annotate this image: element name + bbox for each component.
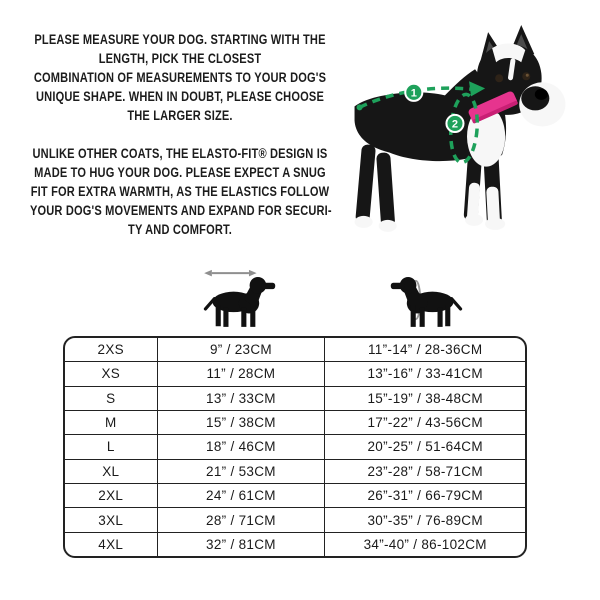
length-column-icon-cell — [156, 266, 325, 332]
length-cell: 13” / 33CM — [156, 385, 326, 411]
boston-terrier-illustration — [354, 25, 566, 232]
table-row: 4XL 32” / 81CM 34”-40” / 86-102CM — [65, 531, 525, 556]
size-cell: M — [65, 409, 158, 436]
table-row: 3XL 28” / 71CM 30”-35” / 76-89CM — [65, 507, 525, 533]
dog-measurement-photo: 1 2 — [354, 25, 566, 232]
length-cell: 9” / 23CM — [156, 338, 326, 363]
size-cell: 4XL — [65, 531, 158, 556]
length-cell: 15” / 38CM — [156, 409, 326, 436]
intro-text-block: PLEASE MEASURE YOUR DOG. STARTING WITH T… — [29, 30, 332, 239]
table-row: XS 11” / 28CM 13”-16” / 33-41CM — [65, 361, 525, 387]
length-icon — [204, 269, 278, 329]
girth-cell: 23”-28” / 58-71CM — [324, 458, 525, 485]
size-column-spacer — [63, 266, 156, 332]
table-row: XL 21” / 53CM 23”-28” / 58-71CM — [65, 458, 525, 485]
girth-cell: 13”-16” / 33-41CM — [324, 361, 525, 387]
girth-cell: 15”-19” / 38-48CM — [324, 385, 525, 411]
length-cell: 28” / 71CM — [156, 507, 326, 533]
table-row: L 18” / 46CM 20”-25” / 51-64CM — [65, 434, 525, 460]
size-table: 2XS 9” / 23CM 11”-14” / 28-36CM XS 11” /… — [63, 336, 527, 558]
length-cell: 11” / 28CM — [156, 361, 326, 387]
step-1-number: 1 — [411, 87, 417, 99]
size-cell: 3XL — [65, 507, 158, 533]
table-row: 2XS 9” / 23CM 11”-14” / 28-36CM — [65, 338, 525, 363]
table-row: S 13” / 33CM 15”-19” / 38-48CM — [65, 385, 525, 411]
table-column-icons — [63, 266, 527, 332]
length-cell: 24” / 61CM — [156, 483, 326, 509]
step-2-badge: 2 — [445, 113, 465, 134]
measuring-instructions-paragraph: PLEASE MEASURE YOUR DOG. STARTING WITH T… — [33, 32, 327, 123]
table-row: 2XL 24” / 61CM 26”-31” / 66-79CM — [65, 483, 525, 509]
elasto-fit-paragraph: UNLIKE OTHER COATS, THE ELASTO-FIT® DESI… — [29, 146, 332, 237]
length-cell: 21” / 53CM — [156, 458, 326, 485]
girth-cell: 34”-40” / 86-102CM — [324, 531, 525, 556]
dog-silhouette-right-icon — [204, 275, 278, 329]
size-cell: XL — [65, 458, 158, 485]
size-table-body: 2XS 9” / 23CM 11”-14” / 28-36CM XS 11” /… — [65, 338, 525, 556]
size-cell: XS — [65, 361, 158, 387]
length-cell: 32” / 81CM — [156, 531, 326, 556]
size-table-grid: 2XS 9” / 23CM 11”-14” / 28-36CM XS 11” /… — [65, 338, 525, 556]
girth-cell: 20”-25” / 51-64CM — [324, 434, 525, 460]
length-arrowhead-icon — [469, 81, 486, 97]
step-2-number: 2 — [452, 118, 458, 130]
dog-silhouette-left-icon — [389, 275, 463, 329]
girth-column-icon-cell — [325, 266, 527, 332]
girth-cell: 17”-22” / 43-56CM — [324, 409, 525, 436]
size-cell: S — [65, 385, 158, 411]
girth-cell: 30”-35” / 76-89CM — [324, 507, 525, 533]
table-row: M 15” / 38CM 17”-22” / 43-56CM — [65, 409, 525, 436]
size-cell: 2XL — [65, 483, 158, 509]
size-cell: 2XS — [65, 338, 158, 363]
length-cell: 18” / 46CM — [156, 434, 326, 460]
girth-cell: 11”-14” / 28-36CM — [324, 338, 525, 363]
step-1-badge: 1 — [404, 82, 424, 102]
size-cell: L — [65, 434, 158, 460]
girth-cell: 26”-31” / 66-79CM — [324, 483, 525, 509]
dog-collar — [468, 91, 518, 124]
girth-icon — [389, 275, 463, 329]
length-arrow-icon — [204, 269, 258, 277]
